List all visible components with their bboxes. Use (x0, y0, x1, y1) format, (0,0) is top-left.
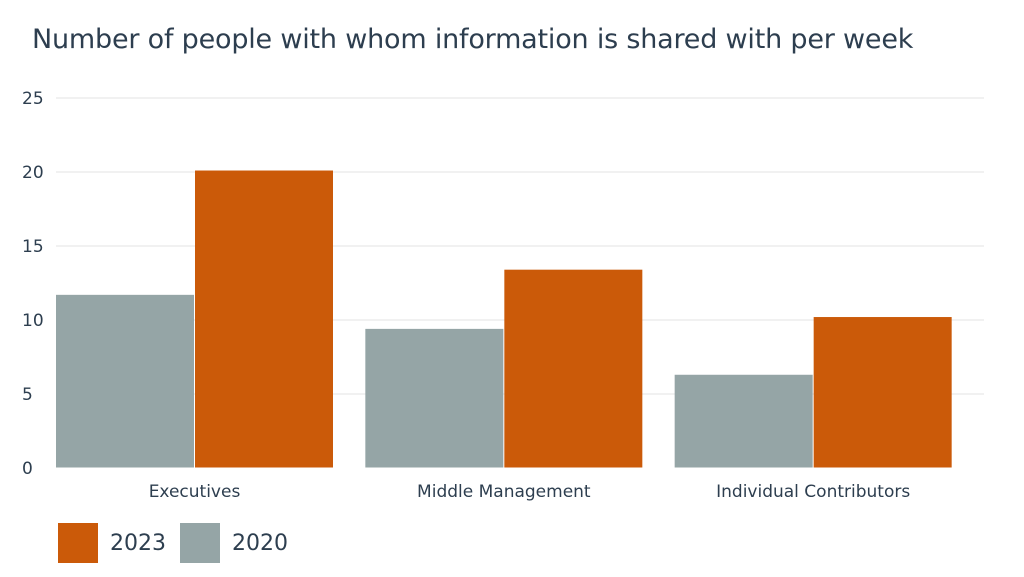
y-tick-label: 15 (22, 237, 44, 257)
legend-label-2023: 2023 (110, 530, 166, 556)
bar-2020 (365, 328, 504, 468)
x-tick-label: Middle Management (417, 482, 591, 502)
bar-2020 (56, 294, 194, 468)
y-tick-label: 10 (22, 311, 44, 331)
legend-item-2020: 2020 (180, 523, 288, 563)
y-tick-label: 25 (22, 89, 44, 109)
legend: 2023 2020 (58, 523, 302, 563)
x-tick-label: Individual Contributors (716, 482, 910, 502)
bar-2023 (504, 269, 643, 468)
bar-2023 (813, 317, 952, 468)
legend-label-2020: 2020 (232, 530, 288, 556)
legend-swatch-2020 (180, 523, 220, 563)
legend-swatch-2023 (58, 523, 98, 563)
x-tick-label: Executives (149, 482, 241, 502)
bar-2020 (674, 374, 813, 468)
chart-title: Number of people with whom information i… (32, 24, 914, 55)
y-tick-label: 0 (22, 459, 33, 479)
bar-2023 (195, 170, 333, 468)
y-tick-label: 5 (22, 385, 33, 405)
y-tick-label: 20 (22, 163, 44, 183)
legend-item-2023: 2023 (58, 523, 166, 563)
